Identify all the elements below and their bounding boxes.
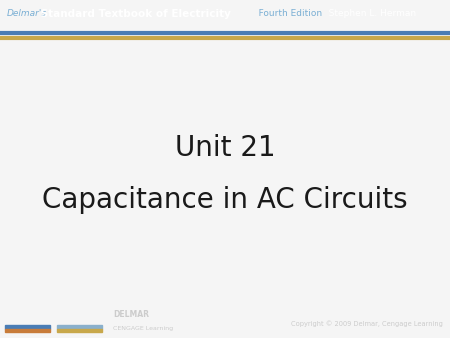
Bar bbox=[57, 325, 102, 329]
Bar bbox=[5, 329, 50, 332]
Text: DELMAR: DELMAR bbox=[113, 310, 149, 319]
Bar bbox=[5, 325, 50, 329]
Text: Delmar's: Delmar's bbox=[7, 9, 47, 18]
Text: Stephen L. Herman: Stephen L. Herman bbox=[320, 9, 416, 18]
Text: Fourth Edition: Fourth Edition bbox=[250, 9, 322, 18]
Text: Unit 21: Unit 21 bbox=[175, 134, 275, 162]
Text: Standard Textbook of Electricity: Standard Textbook of Electricity bbox=[37, 8, 231, 19]
Bar bbox=[57, 329, 102, 332]
Text: CENGAGE Learning: CENGAGE Learning bbox=[113, 326, 174, 331]
Text: Capacitance in AC Circuits: Capacitance in AC Circuits bbox=[42, 187, 408, 214]
Text: Copyright © 2009 Delmar, Cengage Learning: Copyright © 2009 Delmar, Cengage Learnin… bbox=[292, 320, 443, 327]
